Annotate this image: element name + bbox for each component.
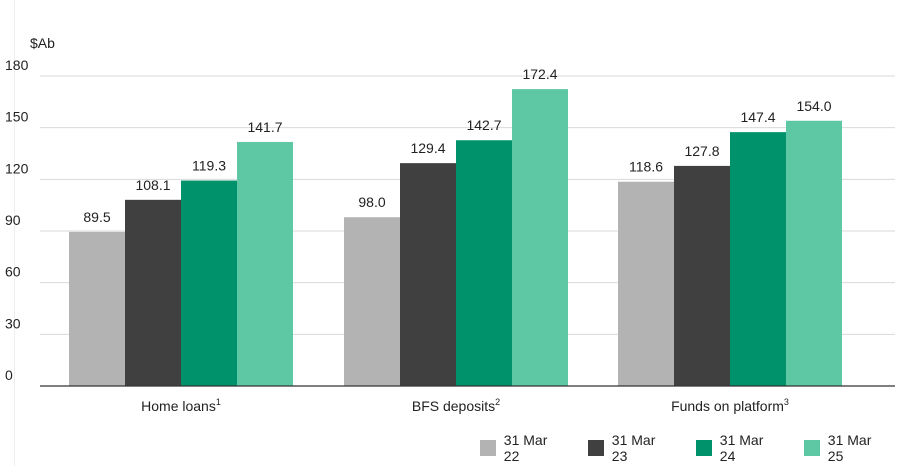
side-watermark (0, 0, 15, 466)
legend-swatch (588, 440, 604, 456)
legend-item: 31 Mar 22 (480, 432, 566, 464)
bars (69, 89, 842, 387)
category-name: BFS deposits (412, 398, 495, 414)
bar (69, 231, 125, 386)
data-label: 129.4 (410, 140, 445, 156)
data-label: 141.7 (247, 119, 282, 135)
data-label: 142.7 (466, 117, 501, 133)
bar (237, 141, 293, 386)
legend: 31 Mar 22 31 Mar 23 31 Mar 24 31 Mar 25 (480, 432, 912, 464)
y-tick-label: 120 (5, 160, 29, 176)
legend-label: 31 Mar 25 (827, 432, 872, 464)
data-label: 147.4 (740, 109, 775, 125)
y-tick-label: 180 (5, 57, 29, 73)
legend-item: 31 Mar 23 (588, 432, 674, 464)
legend-item: 31 Mar 25 (804, 432, 890, 464)
x-axis-categories: Home loans1 BFS deposits2 Funds on platfor… (141, 397, 789, 414)
y-tick-label: 0 (5, 367, 13, 383)
bar (618, 181, 674, 386)
y-tick-label: 60 (5, 264, 21, 280)
category-name: Home loans (141, 398, 216, 414)
legend-swatch (480, 440, 496, 456)
category-name: Funds on platform (671, 398, 784, 414)
data-label: 118.6 (629, 159, 663, 175)
y-axis-label: $Ab (30, 35, 55, 51)
legend-label: 31 Mar 24 (719, 432, 764, 464)
bar (674, 165, 730, 386)
y-tick-label: 90 (5, 212, 21, 228)
y-tick-label: 150 (5, 109, 29, 125)
data-label: 172.4 (522, 66, 557, 82)
bar (512, 89, 568, 386)
bar (456, 140, 512, 386)
legend-label: 31 Mar 22 (503, 432, 548, 464)
bar (344, 217, 400, 386)
category-footnote: 3 (784, 397, 789, 407)
bar (181, 180, 237, 386)
legend-item: 31 Mar 24 (696, 432, 782, 464)
y-tick-label: 30 (5, 315, 21, 331)
category-footnote: 1 (216, 397, 221, 407)
data-labels: 89.5 108.1 119.3 141.7 98.0 129.4 142.7 172.4 11… (83, 66, 831, 225)
category-footnote: 2 (495, 397, 500, 407)
data-label: 89.5 (83, 209, 110, 225)
y-axis-ticks: 0 30 60 90 120 150 180 (5, 57, 29, 383)
category-label: Home loans1 (141, 397, 221, 414)
data-label: 154.0 (796, 98, 831, 114)
data-label: 98.0 (358, 194, 385, 210)
bar (730, 132, 786, 386)
bar (400, 163, 456, 386)
bar (125, 199, 181, 386)
data-label: 119.3 (192, 158, 226, 174)
legend-label: 31 Mar 23 (611, 432, 656, 464)
category-label: BFS deposits2 (412, 397, 500, 414)
bar (786, 120, 842, 387)
data-label: 108.1 (135, 177, 170, 193)
data-label: 127.8 (684, 143, 719, 159)
legend-swatch (804, 440, 820, 456)
category-label: Funds on platform3 (671, 397, 789, 414)
legend-swatch (696, 440, 712, 456)
